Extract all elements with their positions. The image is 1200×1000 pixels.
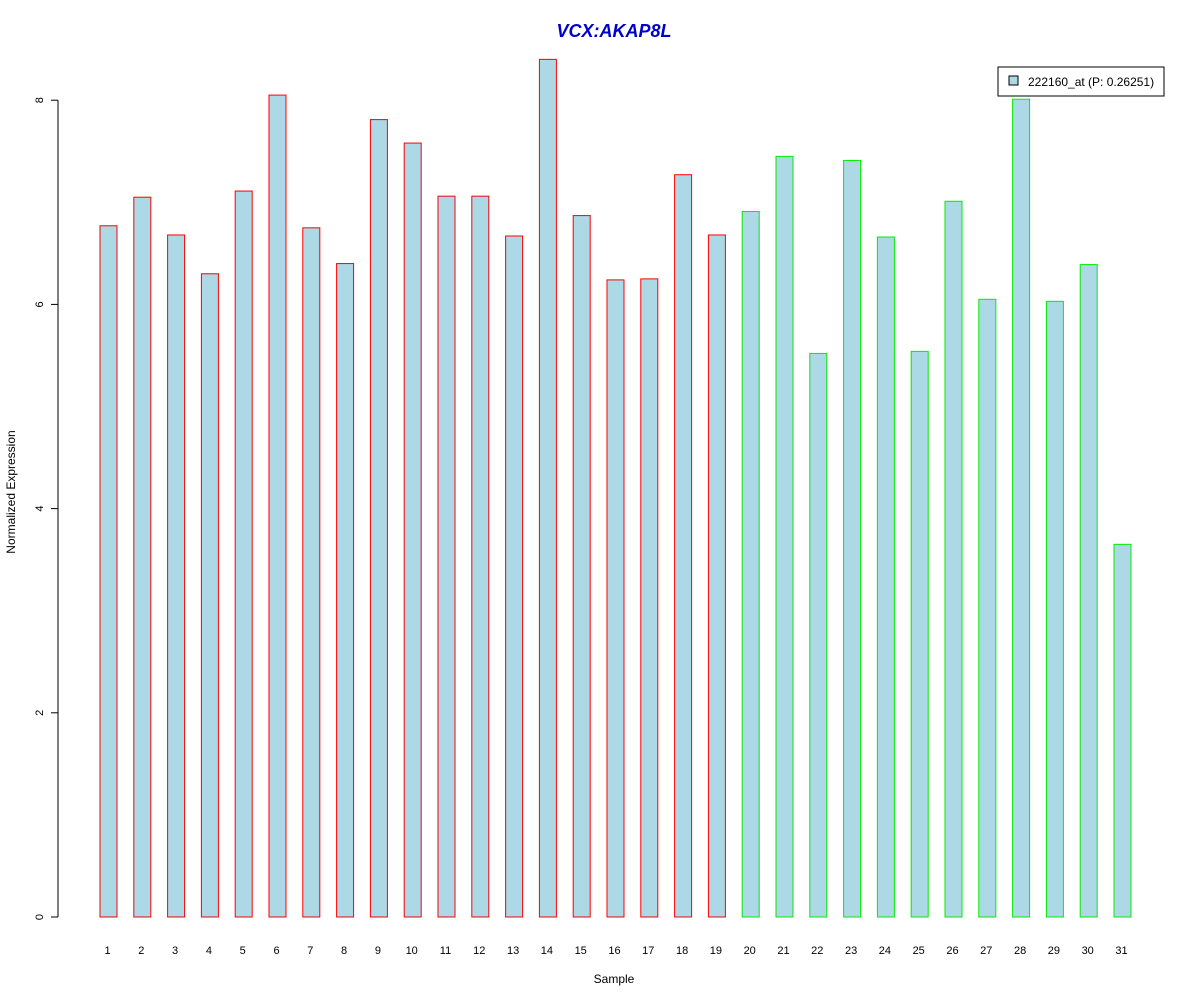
- x-tick-label: 16: [608, 945, 620, 957]
- bar-sample-22: [809, 352, 828, 918]
- legend-label: 222160_at (P: 0.26251): [1028, 75, 1154, 89]
- bar-sample-29: [1045, 300, 1064, 918]
- y-tick-label: 8: [34, 97, 46, 103]
- x-tick-label: 15: [575, 945, 587, 957]
- bar-sample-15: [572, 215, 591, 918]
- legend: 222160_at (P: 0.26251): [997, 66, 1165, 97]
- x-tick-label: 30: [1082, 945, 1094, 957]
- x-tick-label: 18: [676, 945, 688, 957]
- y-tick-label: 4: [34, 506, 46, 512]
- x-tick-label: 13: [507, 945, 519, 957]
- bar-sample-19: [707, 234, 726, 918]
- chart-title: VCX:AKAP8L: [556, 21, 671, 41]
- bar-sample-13: [505, 235, 524, 918]
- bar-sample-1: [99, 225, 118, 918]
- bar-sample-20: [741, 210, 760, 918]
- x-tick-label: 5: [240, 945, 246, 957]
- x-tick-label: 8: [341, 945, 347, 957]
- bar-sample-31: [1113, 543, 1132, 918]
- bar-sample-27: [978, 298, 997, 918]
- y-tick-label: 6: [34, 301, 46, 307]
- bar-sample-5: [234, 190, 253, 918]
- x-tick-label: 2: [138, 945, 144, 957]
- x-tick-label: 7: [307, 945, 313, 957]
- x-tick-label: 4: [206, 945, 212, 957]
- x-tick-label: 25: [913, 945, 925, 957]
- x-tick-label: 21: [777, 945, 789, 957]
- bars: [99, 58, 1132, 918]
- bar-sample-11: [437, 195, 456, 918]
- x-tick-labels: 1 2 3 4 5 6 7 8 9 10 11 12 13 14 15 16 17 18 19 20 21 22 23 24 2…: [104, 945, 1127, 957]
- x-tick-label: 17: [642, 945, 654, 957]
- x-tick-label: 26: [946, 945, 958, 957]
- bar-sample-14: [538, 58, 557, 918]
- x-tick-label: 11: [440, 945, 451, 957]
- bar-sample-26: [944, 200, 963, 918]
- bar-sample-2: [133, 196, 152, 918]
- y-axis-label: Normalized Expression: [4, 430, 18, 553]
- x-tick-label: 6: [273, 945, 279, 957]
- bar-sample-21: [775, 155, 794, 918]
- bar-sample-3: [167, 234, 186, 918]
- bar-sample-23: [843, 159, 862, 918]
- x-tick-label: 14: [541, 945, 553, 957]
- bar-sample-17: [640, 278, 659, 918]
- x-tick-label: 31: [1115, 945, 1127, 957]
- x-tick-label: 1: [104, 945, 110, 957]
- x-tick-label: 29: [1048, 945, 1060, 957]
- bar-sample-8: [336, 263, 355, 918]
- x-tick-label: 20: [744, 945, 756, 957]
- x-tick-label: 23: [845, 945, 857, 957]
- x-tick-label: 9: [375, 945, 381, 957]
- bar-sample-16: [606, 279, 625, 918]
- y-tick-label: 0: [34, 914, 46, 920]
- bar-sample-6: [268, 94, 287, 918]
- x-tick-label: 22: [811, 945, 823, 957]
- bar-sample-30: [1079, 264, 1098, 918]
- bar-sample-25: [910, 350, 929, 918]
- x-tick-label: 28: [1014, 945, 1026, 957]
- y-axis: 0 2 4 6 8: [34, 97, 59, 920]
- bar-sample-28: [1012, 98, 1031, 918]
- legend-box: [997, 66, 1165, 97]
- bar-sample-9: [369, 119, 388, 918]
- legend-swatch: [1008, 75, 1019, 86]
- bar-sample-4: [200, 273, 219, 918]
- x-tick-label: 3: [172, 945, 178, 957]
- bar-sample-18: [674, 174, 693, 918]
- bar-sample-12: [471, 195, 490, 918]
- x-tick-label: 10: [406, 945, 418, 957]
- y-tick-label: 2: [34, 710, 46, 716]
- bar-sample-7: [302, 227, 321, 918]
- bar-sample-10: [403, 142, 422, 918]
- x-tick-label: 12: [473, 945, 485, 957]
- x-tick-label: 27: [980, 945, 992, 957]
- x-axis-label: Sample: [594, 972, 635, 986]
- bar-sample-24: [876, 236, 895, 918]
- x-tick-label: 19: [710, 945, 722, 957]
- x-tick-label: 24: [879, 945, 891, 957]
